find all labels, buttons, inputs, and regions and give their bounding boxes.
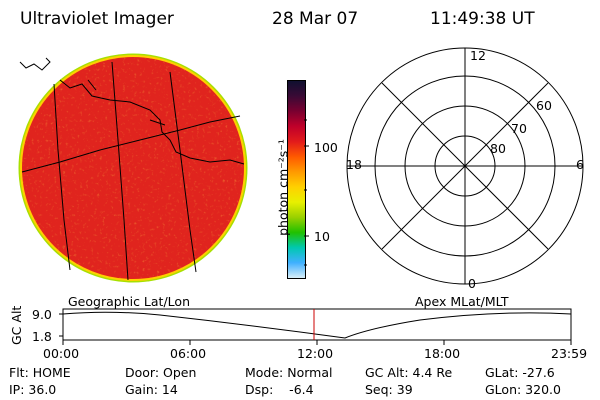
colorbar-tick-100: 100 bbox=[314, 140, 338, 155]
mlt-label-12: 12 bbox=[470, 48, 486, 63]
mlat-label-70: 70 bbox=[511, 121, 527, 136]
timeline-x-tick-0600: 06:00 bbox=[170, 346, 207, 361]
info-gc-alt: GC Alt: 4.4 Re bbox=[365, 365, 453, 380]
lat-lon-grid bbox=[19, 57, 245, 281]
mlat-label-80: 80 bbox=[490, 141, 506, 156]
instrument-title: Ultraviolet Imager bbox=[20, 9, 174, 29]
earth-disc bbox=[20, 55, 246, 281]
info-door: Door: Open bbox=[125, 365, 197, 380]
info-flight: Flt: HOME bbox=[9, 365, 71, 380]
mlt-label-6: 6 bbox=[576, 157, 584, 172]
colorbar bbox=[287, 80, 306, 279]
mlat-label-60: 60 bbox=[536, 98, 552, 113]
polar-panel-label: Apex MLat/MLT bbox=[415, 294, 509, 309]
image-panel-label: Geographic Lat/Lon bbox=[68, 294, 190, 309]
info-mode: Mode: Normal bbox=[245, 365, 333, 380]
time-label: 11:49:38 UT bbox=[430, 9, 535, 29]
info-glat: GLat: -27.6 bbox=[485, 365, 555, 380]
mlt-label-0: 0 bbox=[468, 276, 476, 291]
disc-texture bbox=[20, 55, 246, 281]
altitude-curve bbox=[62, 311, 572, 339]
mlt-label-18: 18 bbox=[346, 157, 362, 172]
earth-disc-rim bbox=[18, 53, 248, 283]
colorbar-tick-10: 10 bbox=[314, 229, 330, 244]
timeline-x-tick-1200: 12:00 bbox=[297, 346, 334, 361]
date-label: 28 Mar 07 bbox=[272, 9, 359, 29]
timeline-y-tick-max: 9.0 bbox=[32, 307, 52, 322]
info-gain: Gain: 14 bbox=[125, 382, 178, 397]
info-glon: GLon: 320.0 bbox=[485, 382, 561, 397]
colorbar-unit-label: photon cm⁻²s⁻¹ bbox=[275, 139, 291, 236]
timeline-y-tick-min: 1.8 bbox=[32, 329, 52, 344]
info-ip: IP: 36.0 bbox=[9, 382, 57, 397]
info-seq: Seq: 39 bbox=[365, 382, 413, 397]
timeline-y-label: GC Alt bbox=[9, 305, 24, 345]
timeline-x-tick-0000: 00:00 bbox=[43, 346, 80, 361]
timeline-x-tick-1800: 18:00 bbox=[424, 346, 461, 361]
timeline-x-tick-2359: 23:59 bbox=[551, 346, 588, 361]
info-dsp: Dsp: -6.4 bbox=[245, 382, 314, 397]
